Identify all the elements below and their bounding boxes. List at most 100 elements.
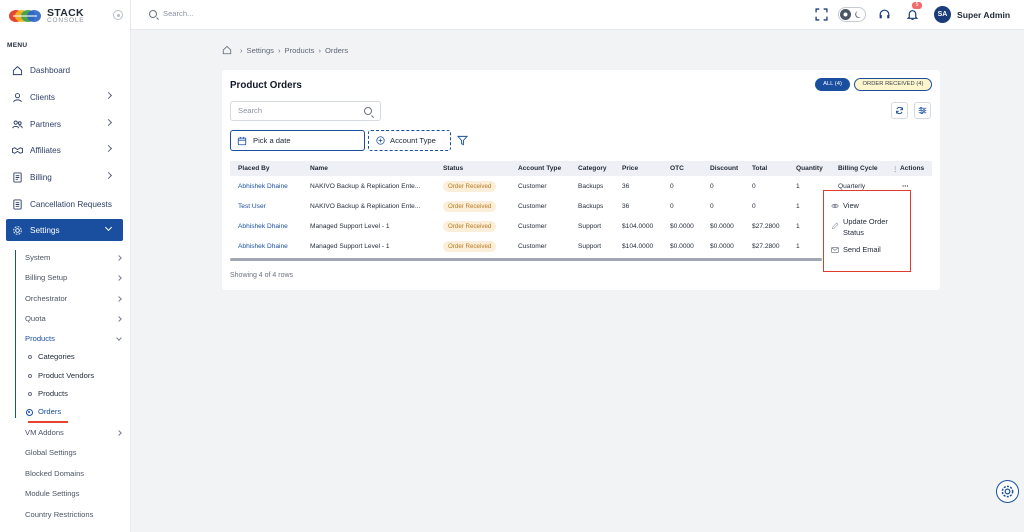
search-input[interactable]: Search	[230, 101, 381, 121]
sidebar-sub-global-settings[interactable]: Global Settings	[25, 448, 77, 457]
global-search-placeholder: Search...	[163, 9, 194, 18]
theme-toggle-icon[interactable]	[838, 7, 866, 22]
breadcrumb-separator: ›	[277, 45, 281, 55]
menu-item-send-email-label: Send Email	[843, 245, 881, 254]
date-picker-button[interactable]: Pick a date	[230, 130, 365, 151]
sidebar-subsub-product-vendors[interactable]: Product Vendors	[28, 369, 94, 383]
chevron-right-icon	[116, 430, 122, 436]
row-actions-menu: View Update Order Status Send Email	[823, 190, 911, 272]
cell-category: Support	[578, 242, 602, 250]
column-settings-button[interactable]	[914, 102, 931, 119]
col-placed-by[interactable]: Placed By	[238, 165, 270, 172]
sidebar-item-label: Dashboard	[30, 65, 71, 75]
sidebar-item-dashboard[interactable]: Dashboard	[6, 59, 123, 81]
radio-active-icon	[26, 408, 33, 416]
col-quantity[interactable]: Quantity	[796, 165, 823, 172]
cell-total: $27.2800	[752, 222, 780, 230]
cell-placed-by[interactable]: Abhishek Dhaine	[238, 242, 288, 250]
sidebar-sub-products[interactable]: Products	[25, 332, 123, 346]
sidebar-sub-billing-setup[interactable]: Billing Setup	[25, 271, 123, 285]
cell-placed-by[interactable]: Abhishek Dhaine	[238, 182, 288, 190]
gear-icon	[12, 225, 23, 236]
logo[interactable]: STACK CONSOLE	[7, 7, 84, 25]
cell-placed-by[interactable]: Test User	[238, 202, 266, 210]
col-actions: Actions	[900, 165, 925, 172]
mail-icon	[831, 247, 839, 253]
chevron-right-icon	[104, 171, 113, 180]
account-type-filter-button[interactable]: Account Type	[368, 130, 451, 151]
table-row[interactable]: Test User NAKIVO Backup & Replication En…	[230, 196, 932, 216]
chevron-right-icon	[116, 316, 122, 322]
cell-price: 36	[622, 182, 630, 190]
breadcrumb-products[interactable]: Products	[284, 45, 315, 55]
col-total[interactable]: Total	[752, 165, 768, 172]
cell-otc: $0.0000	[670, 242, 694, 250]
sidebar-item-affiliates[interactable]: Affiliates	[6, 139, 123, 161]
col-discount[interactable]: Discount	[710, 165, 739, 172]
col-status[interactable]: Status	[443, 165, 464, 172]
sidebar-sub-quota[interactable]: Quota	[25, 312, 123, 326]
topbar: Search... 5 SA Super Admin	[131, 0, 1024, 30]
table-horizontal-scrollbar[interactable]	[230, 258, 822, 261]
global-search[interactable]: Search...	[149, 9, 193, 18]
cell-quantity: 1	[796, 222, 800, 230]
sidebar-subsub-orders[interactable]: Orders	[26, 405, 61, 419]
filter-pill-all[interactable]: ALL (4)	[815, 78, 850, 91]
breadcrumb: › Settings › Products › Orders	[222, 45, 348, 55]
refresh-button[interactable]	[891, 102, 908, 119]
sidebar-sub-blocked-domains[interactable]: Blocked Domains	[25, 469, 85, 478]
chevron-down-icon	[116, 335, 122, 341]
sidebar-item-billing[interactable]: Billing	[6, 166, 123, 188]
chevron-right-icon	[104, 91, 113, 100]
status-badge: Order Received	[443, 220, 497, 232]
col-category[interactable]: Category	[578, 165, 607, 172]
table-row[interactable]: Abhishek Dhaine NAKIVO Backup & Replicat…	[230, 176, 932, 196]
col-otc[interactable]: OTC	[670, 165, 684, 172]
bell-icon[interactable]	[906, 8, 919, 21]
cell-name: Managed Support Level - 1	[310, 222, 390, 230]
sidebar-sub-country-restrictions[interactable]: Country Restrictions	[25, 510, 94, 519]
sidebar-sub-orchestrator[interactable]: Orchestrator	[25, 292, 123, 306]
sidebar-sub-vm-addons[interactable]: VM Addons	[25, 426, 123, 440]
invoice-icon	[12, 171, 23, 183]
chevron-right-icon	[104, 144, 113, 153]
sidebar-item-cancellation-requests[interactable]: Cancellation Requests	[6, 193, 123, 215]
cell-total: $27.2800	[752, 242, 780, 250]
sidebar-sub-module-settings[interactable]: Module Settings	[25, 489, 80, 498]
menu-item-view[interactable]: View	[831, 200, 859, 211]
filter-pill-order-received[interactable]: ORDER RECEIVED (4)	[854, 78, 932, 91]
table-header: Placed By Name Status Account Type Categ…	[230, 161, 932, 176]
user-name[interactable]: Super Admin	[957, 10, 1011, 20]
breadcrumb-separator: ›	[240, 45, 243, 55]
menu-item-send-email[interactable]: Send Email	[831, 244, 881, 255]
sidebar-item-label: Cancellation Requests	[30, 199, 112, 209]
sidebar-collapse-button[interactable]	[113, 10, 123, 20]
filter-icon[interactable]	[457, 135, 468, 146]
cell-price: $104.0000	[622, 242, 654, 250]
headset-icon[interactable]	[878, 8, 891, 21]
fullscreen-icon[interactable]	[815, 8, 828, 21]
sidebar-sub-system[interactable]: System	[25, 251, 123, 265]
col-account-type[interactable]: Account Type	[518, 165, 562, 172]
logo-title: STACK	[47, 6, 84, 19]
breadcrumb-settings[interactable]: Settings	[246, 45, 274, 55]
cell-otc: 0	[670, 182, 674, 190]
sidebar-item-partners[interactable]: Partners	[6, 113, 123, 135]
cell-placed-by[interactable]: Abhishek Dhaine	[238, 222, 288, 230]
sidebar-item-settings[interactable]: Settings	[6, 219, 123, 241]
floating-settings-button[interactable]	[996, 480, 1019, 503]
table-row[interactable]: Abhishek Dhaine Managed Support Level - …	[230, 236, 932, 256]
menu-item-update-order-status[interactable]: Update Order Status	[831, 216, 888, 238]
sidebar-subsub-categories[interactable]: Categories	[28, 350, 75, 364]
sidebar-item-clients[interactable]: Clients	[6, 86, 123, 108]
cell-otc: 0	[670, 202, 674, 210]
row-actions-icon[interactable]: ⋯	[902, 183, 909, 190]
sidebar-subsub-products[interactable]: Products	[28, 387, 68, 401]
col-billing-cycle[interactable]: Billing Cycle	[838, 165, 878, 172]
home-icon[interactable]	[222, 45, 232, 55]
avatar[interactable]: SA	[934, 6, 951, 23]
active-indicator	[28, 421, 68, 423]
col-price[interactable]: Price	[622, 165, 639, 172]
col-name[interactable]: Name	[310, 165, 328, 172]
table-row[interactable]: Abhishek Dhaine Managed Support Level - …	[230, 216, 932, 236]
